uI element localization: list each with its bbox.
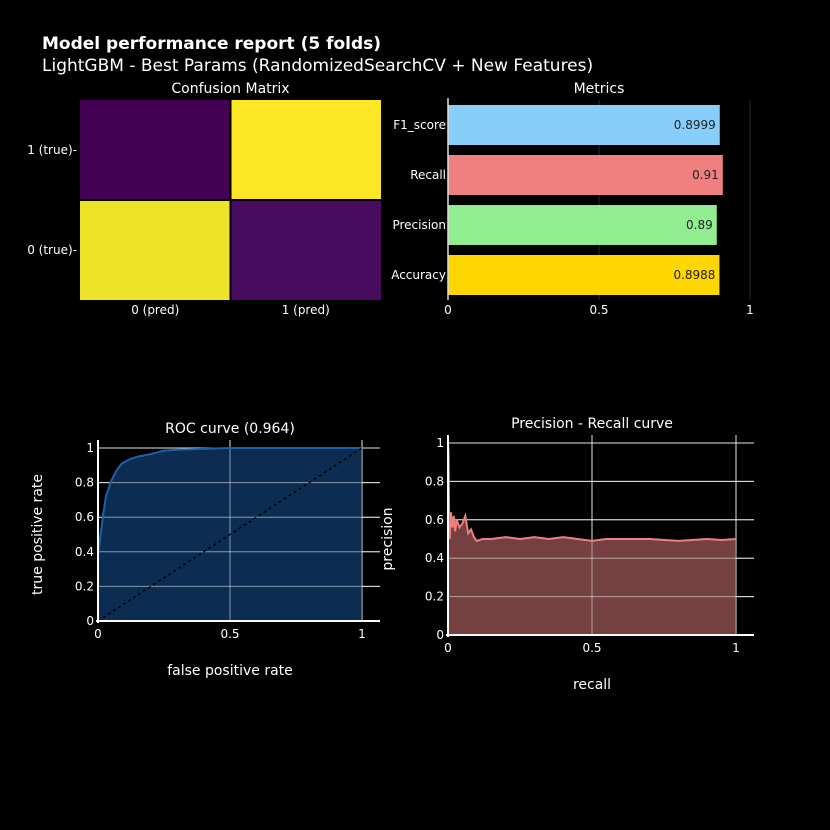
metrics-title: Metrics	[574, 81, 625, 97]
roc-curve-line	[97, 447, 362, 621]
metrics-value-label: 0.89	[686, 218, 713, 232]
roc-y-tick-label: 1	[86, 441, 94, 455]
roc-x-tick-label: 1	[358, 627, 366, 641]
heatmap-cell	[80, 100, 230, 199]
roc-x-tick-label: 0	[94, 627, 102, 641]
metrics-bar	[448, 255, 720, 295]
metrics-value-label: 0.91	[692, 168, 719, 182]
roc-y-tick-label: 0.2	[75, 579, 94, 593]
pr-x-axis-title: recall	[573, 677, 611, 693]
metrics-category-label: F1_score	[393, 118, 446, 132]
metrics-category-label: Precision	[392, 218, 446, 232]
heatmap-cell	[231, 201, 381, 300]
pr-y-tick-label: 0.2	[425, 590, 444, 604]
heatmap-cell	[80, 201, 230, 300]
metrics-bar	[448, 105, 720, 145]
roc-x-tick-label: 0.5	[220, 627, 239, 641]
heatmap-y-label: 1 (true)-	[27, 143, 77, 157]
metrics-bar	[448, 155, 723, 195]
report-title: Model performance report (5 folds)	[42, 34, 382, 54]
roc-y-tick-label: 0	[86, 614, 94, 628]
roc-y-axis-title: true positive rate	[30, 474, 46, 595]
metrics-x-tick-label: 0.5	[589, 303, 608, 317]
pr-title: Precision - Recall curve	[511, 416, 673, 432]
metrics-value-label: 0.8999	[674, 118, 716, 132]
pr-x-tick-label: 1	[732, 641, 740, 655]
report-subtitle: LightGBM - Best Params (RandomizedSearch…	[42, 56, 594, 76]
roc-x-axis-title: false positive rate	[167, 663, 293, 679]
pr-curve-line	[447, 442, 737, 543]
roc-baseline-diagonal	[97, 447, 363, 622]
roc-title: ROC curve (0.964)	[165, 421, 295, 437]
metrics-value-label: 0.8988	[673, 268, 715, 282]
pr-area-fill	[448, 443, 736, 635]
heatmap-x-label: 1 (pred)	[282, 303, 330, 317]
roc-y-tick-label: 0.4	[75, 545, 94, 559]
metrics-category-label: Recall	[410, 168, 446, 182]
heatmap-cell	[231, 100, 381, 199]
roc-y-tick-label: 0.8	[75, 476, 94, 490]
metrics-category-label: Accuracy	[391, 268, 446, 282]
metrics-x-tick-label: 1	[746, 303, 754, 317]
pr-y-tick-label: 0.6	[425, 513, 444, 527]
pr-y-tick-label: 0.4	[425, 551, 444, 565]
pr-y-axis-title: precision	[380, 507, 396, 570]
metrics-bar	[448, 205, 717, 245]
pr-y-tick-label: 1	[436, 436, 444, 450]
heatmap-y-label: 0 (true)-	[27, 243, 77, 257]
confusion-matrix-title: Confusion Matrix	[171, 81, 289, 97]
pr-x-tick-label: 0.5	[582, 641, 601, 655]
metrics-x-tick-label: 0	[444, 303, 452, 317]
roc-y-tick-label: 0.6	[75, 510, 94, 524]
heatmap-x-label: 0 (pred)	[131, 303, 179, 317]
pr-y-tick-label: 0	[436, 628, 444, 642]
pr-y-tick-label: 0.8	[425, 474, 444, 488]
pr-x-tick-label: 0	[444, 641, 452, 655]
